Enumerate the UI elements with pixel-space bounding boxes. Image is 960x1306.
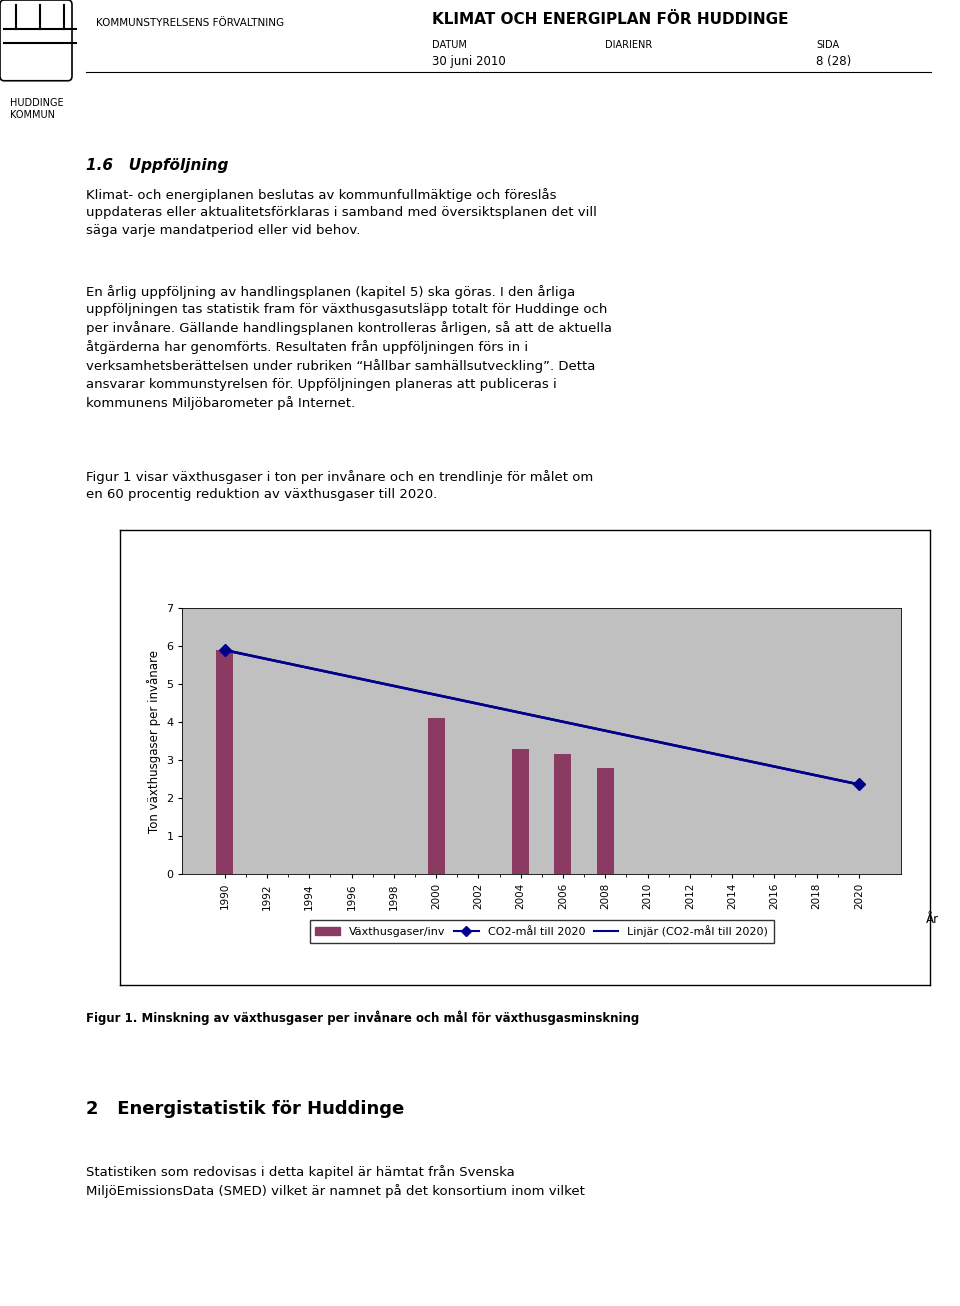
Text: Statistiken som redovisas i detta kapitel är hämtat från Svenska
MiljöEmissionsD: Statistiken som redovisas i detta kapite…: [86, 1165, 586, 1198]
Text: SIDA: SIDA: [816, 40, 839, 50]
Bar: [597, 768, 613, 874]
Text: Figur 1. Minskning av växthusgaser per invånare och mål för växthusgasminskning: Figur 1. Minskning av växthusgaser per i…: [86, 1010, 639, 1025]
Text: KOMMUNSTYRELSENS FÖRVALTNING: KOMMUNSTYRELSENS FÖRVALTNING: [96, 18, 284, 27]
Text: 30 juni 2010: 30 juni 2010: [432, 55, 506, 68]
Text: Klimat- och energiplanen beslutas av kommunfullmäktige och föreslås
uppdateras e: Klimat- och energiplanen beslutas av kom…: [86, 188, 597, 236]
Text: HUDDINGE
KOMMUN: HUDDINGE KOMMUN: [10, 98, 63, 120]
Bar: [513, 748, 529, 874]
Text: KLIMAT OCH ENERGIPLAN FÖR HUDDINGE: KLIMAT OCH ENERGIPLAN FÖR HUDDINGE: [432, 12, 788, 27]
FancyBboxPatch shape: [0, 0, 72, 81]
Legend: Växthusgaser/inv, CO2-mål till 2020, Linjär (CO2-mål till 2020): Växthusgaser/inv, CO2-mål till 2020, Lin…: [310, 919, 774, 943]
Bar: [555, 755, 571, 874]
Bar: [216, 650, 233, 874]
Text: Figur 1 visar växthusgaser i ton per invånare och en trendlinje för målet om
en : Figur 1 visar växthusgaser i ton per inv…: [86, 470, 593, 502]
Text: År: År: [926, 913, 939, 926]
Y-axis label: Ton växthusgaser per invånare: Ton växthusgaser per invånare: [147, 649, 160, 833]
Text: 8 (28): 8 (28): [816, 55, 852, 68]
Text: En årlig uppföljning av handlingsplanen (kapitel 5) ska göras. I den årliga
uppf: En årlig uppföljning av handlingsplanen …: [86, 285, 612, 410]
Text: 1.6   Uppföljning: 1.6 Uppföljning: [86, 158, 228, 172]
Text: DATUM: DATUM: [432, 40, 467, 50]
Text: DIARIENR: DIARIENR: [605, 40, 652, 50]
Text: 2   Energistatistik för Huddinge: 2 Energistatistik för Huddinge: [86, 1100, 405, 1118]
Bar: [427, 718, 444, 874]
